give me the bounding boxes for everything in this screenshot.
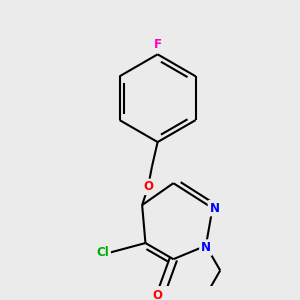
Text: O: O [143,180,153,194]
Text: N: N [201,241,211,254]
Text: Cl: Cl [97,246,109,259]
Text: N: N [209,202,219,214]
Text: F: F [154,38,162,51]
Text: O: O [152,289,162,300]
